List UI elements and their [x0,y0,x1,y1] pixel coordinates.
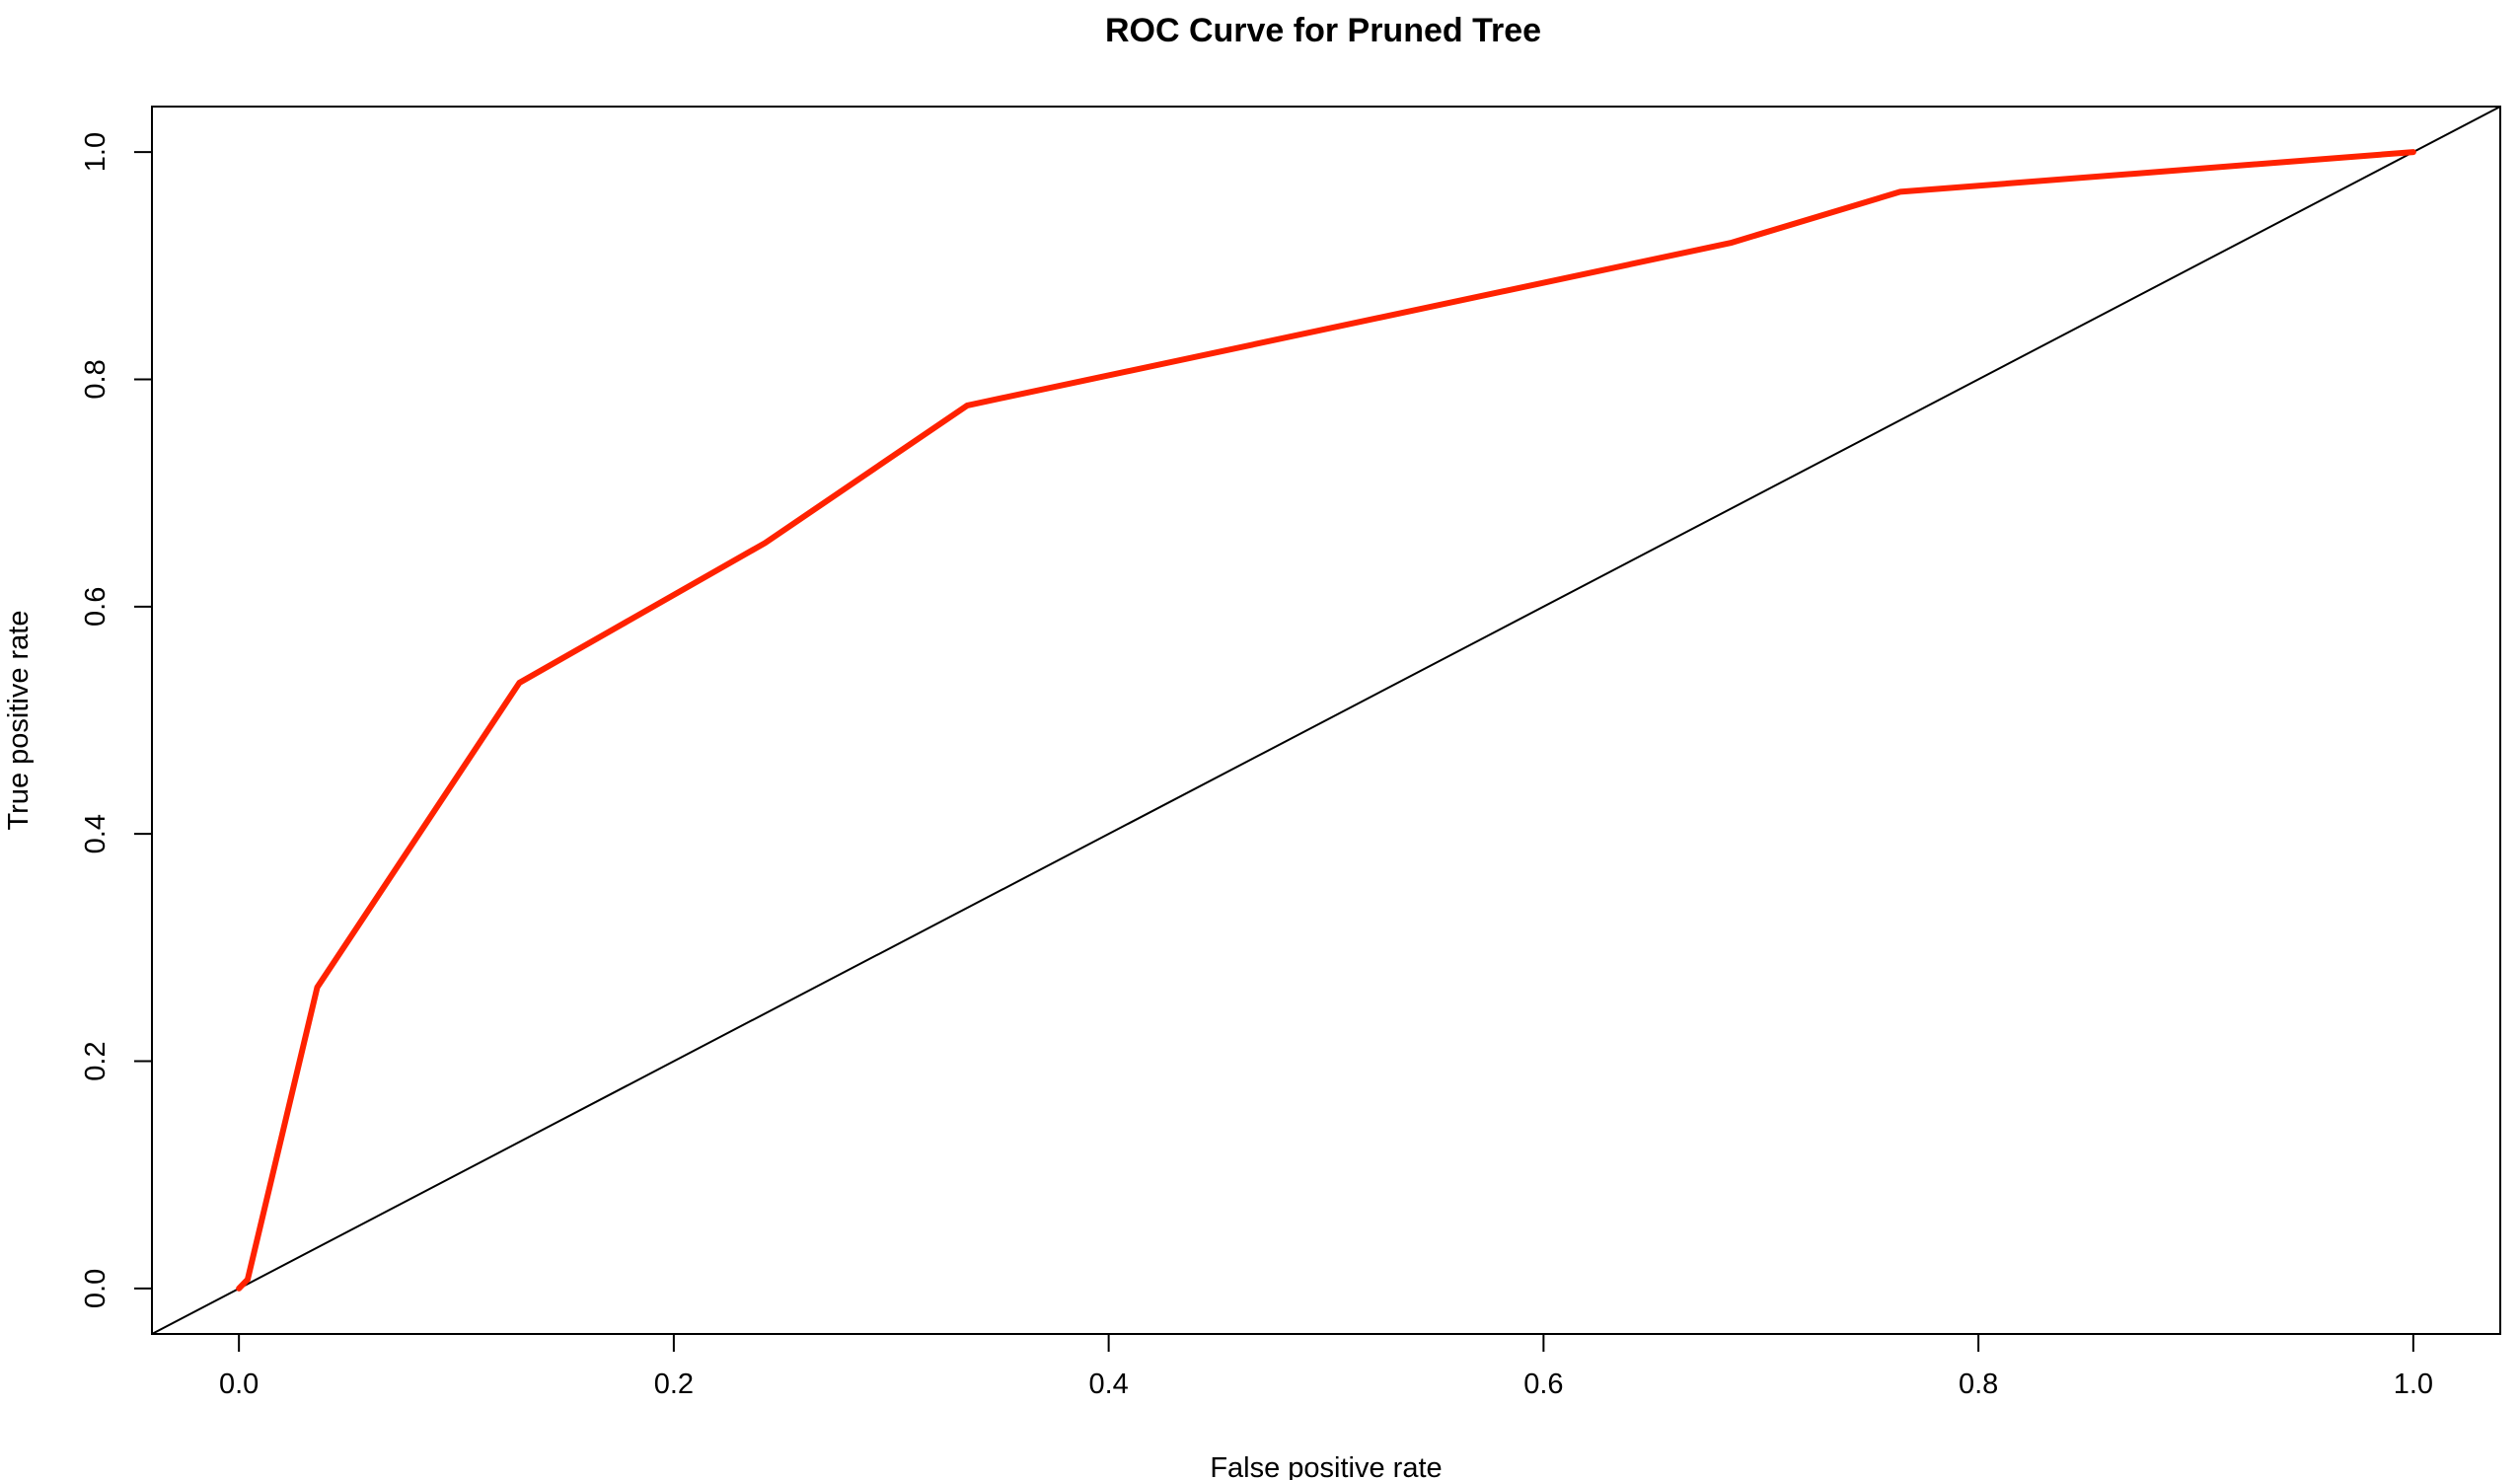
y-tick-label: 0.8 [80,359,111,399]
x-tick-label: 1.0 [2394,1369,2433,1400]
chart-title: ROC Curve for Pruned Tree [1105,12,1541,49]
y-axis: 0.0 0.2 0.4 0.6 0.8 1.0 [80,132,152,1308]
x-tick-label: 0.4 [1088,1369,1128,1400]
y-tick-label: 0.0 [80,1269,111,1308]
x-tick-label: 0.8 [1959,1369,1998,1400]
roc-curve-series [236,149,2416,1292]
plot-frame [151,106,2501,1335]
x-axis-label: False positive rate [1210,1452,1442,1480]
reference-diagonal-line [151,106,2501,1335]
x-tick-label: 0.0 [219,1369,259,1400]
y-tick-label: 0.2 [80,1041,111,1080]
x-tick-label: 0.2 [654,1369,694,1400]
y-tick-label: 0.6 [80,587,111,627]
y-tick-label: 0.4 [80,814,111,853]
y-tick-label: 1.0 [80,132,111,172]
x-tick-label: 0.6 [1523,1369,1563,1400]
y-axis-label: True positive rate [3,611,35,831]
x-axis: 0.0 0.2 0.4 0.6 0.8 1.0 [219,1334,2433,1400]
